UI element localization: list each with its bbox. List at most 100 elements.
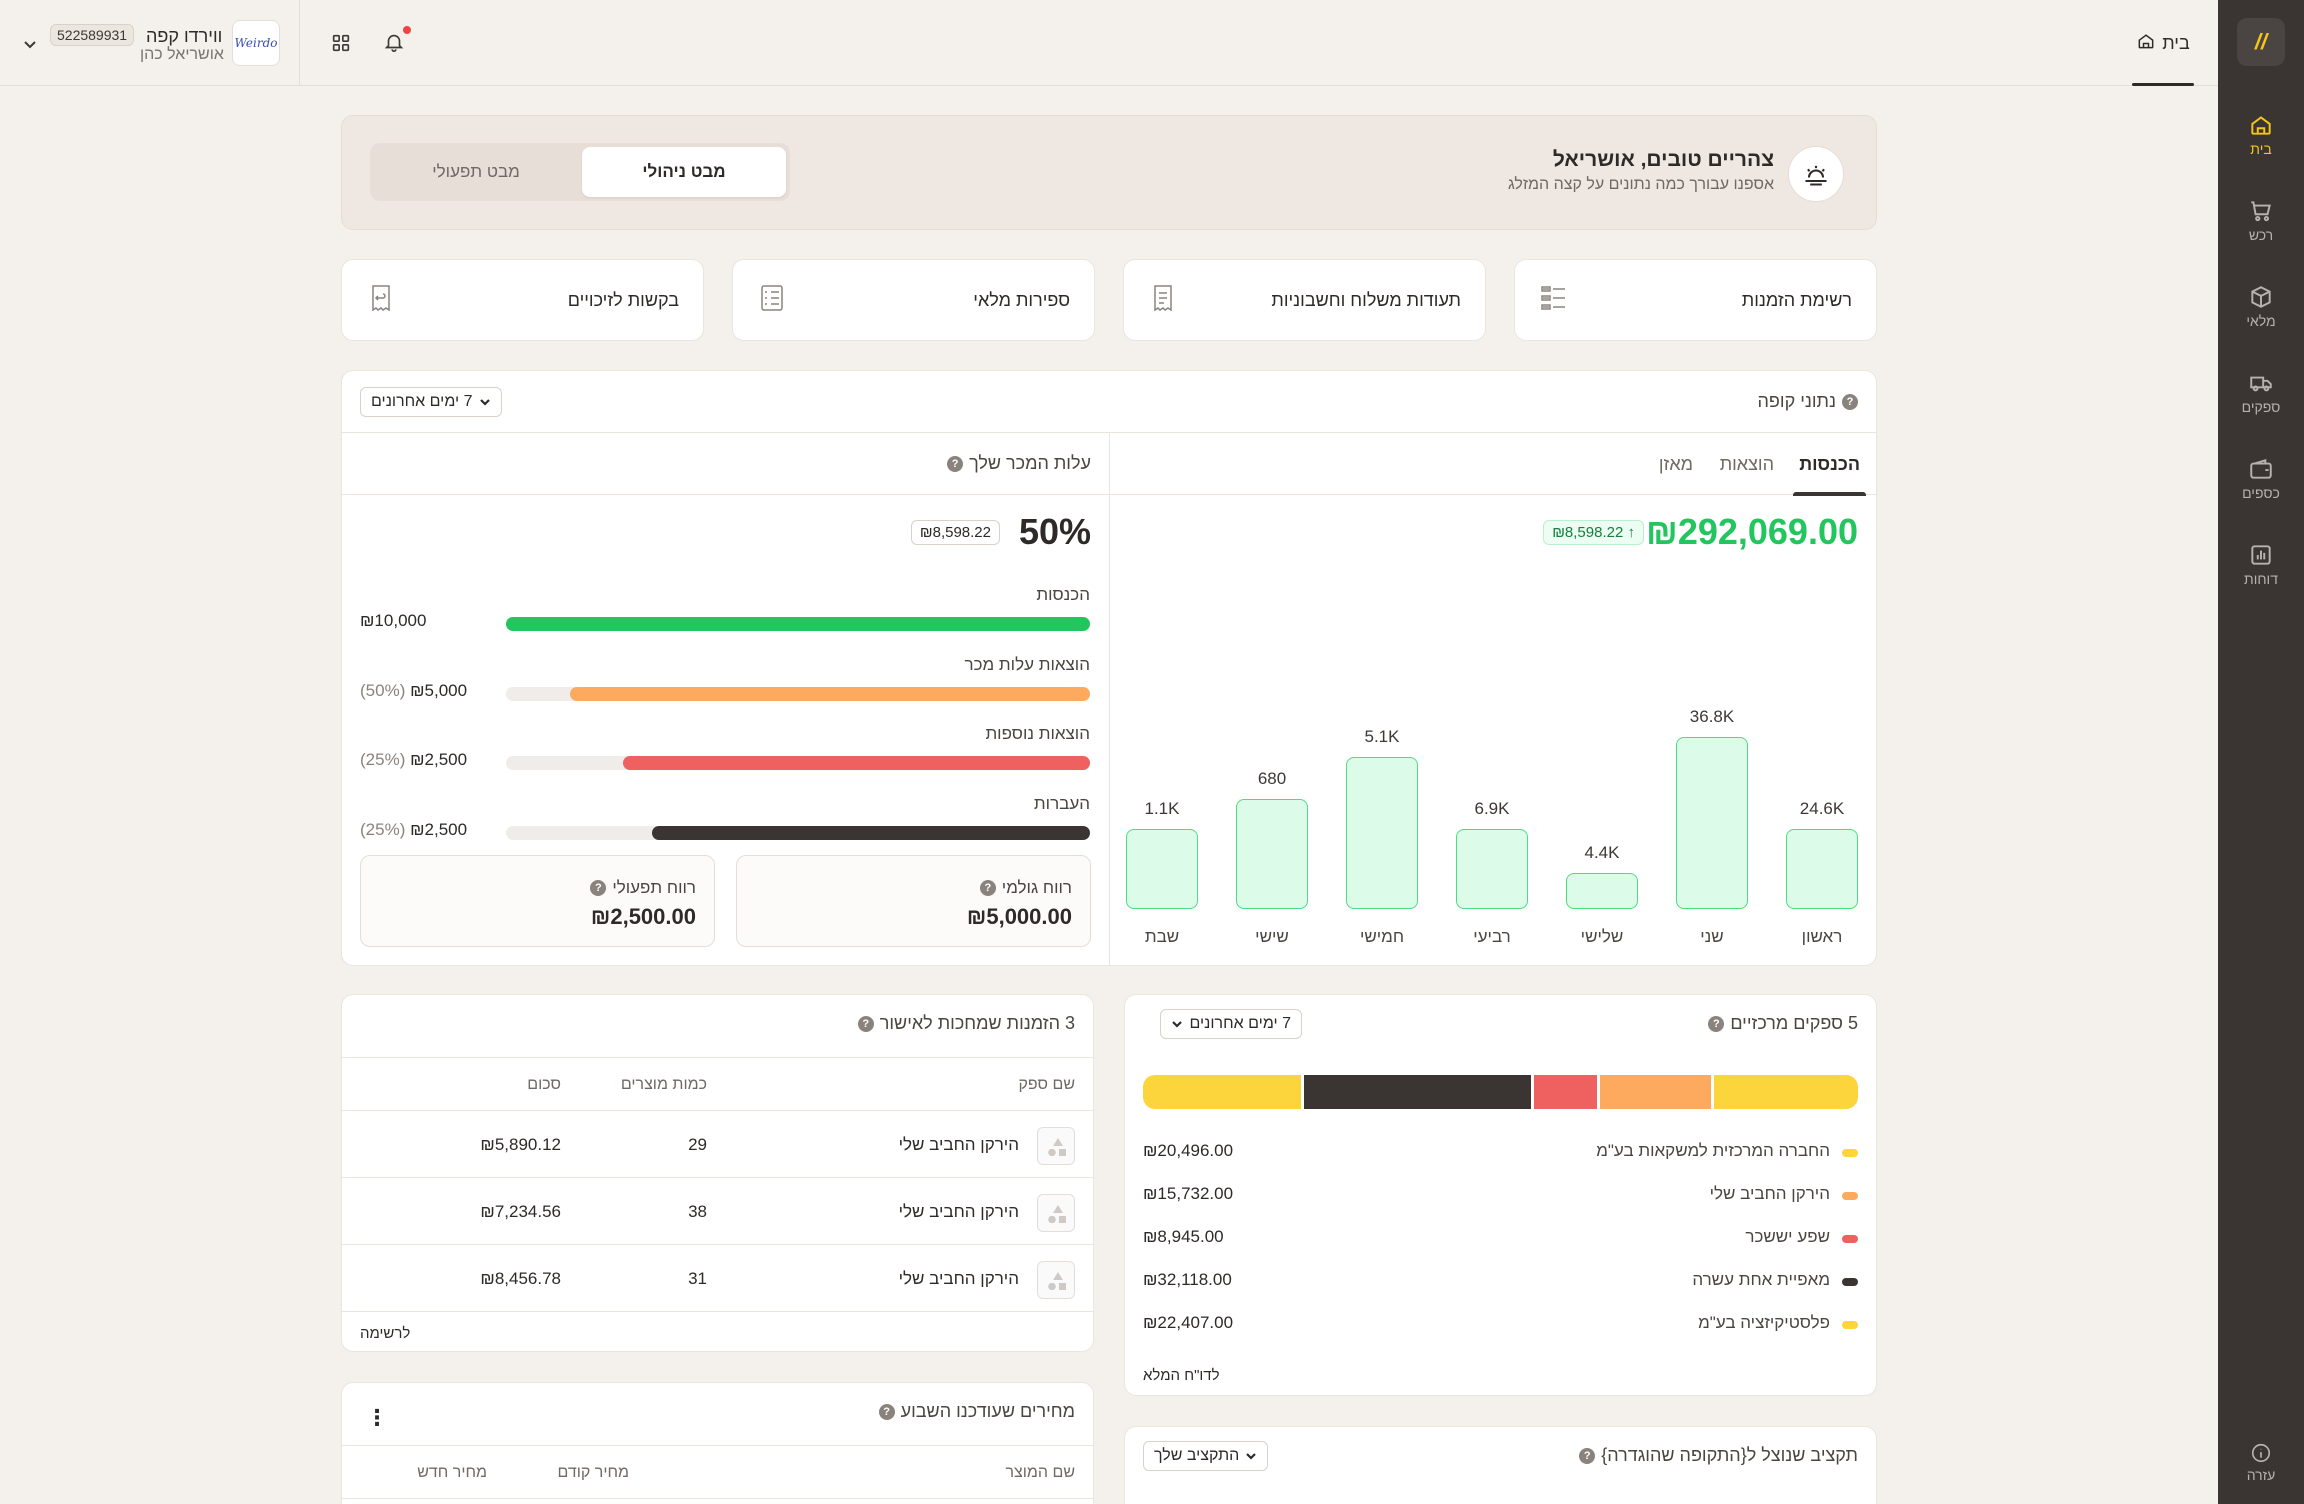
bell-icon[interactable]	[383, 31, 405, 58]
progress-row: הוצאות נוספות ₪2,500 (25%)	[360, 724, 1090, 774]
help-circle-icon[interactable]: ?	[1579, 1447, 1596, 1464]
tab-home-label: בית	[2162, 32, 2190, 53]
chevron-down-icon	[1246, 1453, 1257, 1460]
org-id-badge: 522589931	[50, 24, 135, 46]
list-item[interactable]: החברה המרכזית למשקאות בע"מ ₪20,496.00	[1143, 1139, 1858, 1167]
top-suppliers-card: 5 ספקים מרכזיים ? 7 ימים אחרונים החברה ה…	[1124, 994, 1877, 1396]
tab-balance[interactable]: מאזן	[1658, 453, 1693, 474]
full-report-link[interactable]: לדו"ח המלא	[1143, 1367, 1220, 1384]
tab-home[interactable]: בית	[2132, 0, 2194, 86]
operating-profit-value: ₪2,500.00	[590, 904, 696, 929]
rail-label: רכש	[2248, 227, 2274, 243]
greeting-subtitle: אספנו עבורך כמה נתונים על קצה המזלג	[1507, 176, 1774, 193]
view-mgmt-button[interactable]: מבט ניהולי	[582, 147, 786, 197]
progress-fill	[570, 687, 1090, 701]
card-header: ? נתוני קופה 7 ימים אחרונים	[342, 371, 1876, 433]
rail-item-help[interactable]: עזרה	[2218, 1442, 2304, 1483]
chevron-down-icon	[479, 399, 490, 406]
to-list-link[interactable]: לרשימה	[360, 1325, 411, 1342]
table-header: שם המוצר מחיר קודם מחיר חדש	[342, 1445, 1093, 1499]
supplier-segment[interactable]	[1304, 1075, 1531, 1109]
more-vertical-icon[interactable]: ⋮	[366, 1405, 388, 1430]
tab-income[interactable]: הכנסות	[1793, 433, 1866, 496]
income-bar-chart: 24.6K ראשון 36.8K שני 4.4K שלישי 6.9K רביעי 5.1K…	[1126, 541, 1858, 961]
rail-item-suppliers[interactable]: ספקים	[2218, 370, 2304, 415]
progress-track	[506, 687, 1090, 701]
help-circle-icon[interactable]: ?	[878, 1403, 895, 1420]
product-image-placeholder-icon	[1037, 1261, 1075, 1299]
table-header: שם ספק כמות מוצרים סכום	[342, 1057, 1093, 1111]
bar-category-label: שבת	[1144, 927, 1180, 946]
rail-item-finance[interactable]: כספים	[2218, 456, 2304, 501]
rail-item-inventory[interactable]: מלאי	[2218, 284, 2304, 329]
date-range-value: 7 ימים אחרונים	[1189, 1015, 1291, 1032]
help-circle-icon[interactable]: ?	[979, 880, 996, 896]
progress-row: הכנסות ₪10,000	[360, 585, 1090, 635]
chevron-down-icon	[1172, 1021, 1183, 1028]
col-product: שם המוצר	[1005, 1464, 1075, 1481]
bar[interactable]	[1566, 873, 1638, 909]
rail-item-reports[interactable]: דוחות	[2218, 542, 2304, 587]
table-row[interactable]: הירקן החביב שלי 31 ₪8,456.78	[342, 1245, 1093, 1312]
table-row[interactable]: הירקן החביב שלי 38 ₪7,234.56	[342, 1178, 1093, 1245]
cell-supplier: הירקן החביב שלי	[898, 1269, 1019, 1288]
budget-select[interactable]: התקציב שלך	[1143, 1441, 1269, 1471]
chevron-down-icon[interactable]	[22, 36, 38, 57]
date-range-value: 7 ימים אחרונים	[371, 393, 473, 410]
supplier-segment[interactable]	[1599, 1075, 1711, 1109]
cogs-percent: 50%	[1018, 511, 1091, 552]
org-switcher[interactable]: Weirdo ווירדו קפה 522589931 אושריאל כהן	[0, 0, 300, 86]
help-circle-icon[interactable]: ?	[590, 880, 607, 896]
operating-profit-box: רווח תפעולי? ₪2,500.00	[360, 855, 715, 947]
list-icon	[1539, 283, 1569, 318]
view-ops-button[interactable]: מבט תפעולי	[432, 162, 520, 181]
col-supplier: שם ספק	[1018, 1076, 1075, 1093]
bar[interactable]	[1676, 737, 1748, 909]
bar-column: 5.1K חמישי	[1346, 541, 1418, 961]
quick-link-delivery-notes[interactable]: תעודות משלוח וחשבוניות	[1123, 259, 1486, 341]
help-circle-icon[interactable]: ?	[1842, 393, 1858, 410]
rail-item-home[interactable]: בית	[2218, 112, 2304, 157]
quick-link-stocktake[interactable]: ספירות מלאי	[732, 259, 1095, 341]
bar[interactable]	[1786, 829, 1858, 909]
supplier-segment[interactable]	[1143, 1075, 1302, 1109]
bar-category-label: שישי	[1255, 927, 1289, 946]
app-logo[interactable]: //	[2237, 18, 2285, 66]
progress-fill	[622, 756, 1090, 770]
bar[interactable]	[1346, 757, 1418, 909]
help-circle-icon[interactable]: ?	[947, 455, 964, 472]
view-toggle: מבט ניהולי מבט תפעולי	[370, 143, 790, 201]
bar-value-label: 6.9K	[1474, 799, 1510, 818]
date-range-select[interactable]: 7 ימים אחרונים	[1160, 1009, 1302, 1039]
supplier-amount: ₪22,407.00	[1143, 1313, 1234, 1332]
top-bar: בית Weirdo ווירדו קפה 522589931 אושריאל …	[0, 0, 2218, 86]
bar[interactable]	[1126, 829, 1198, 909]
list-item[interactable]: פלסטיקיזציה בע"מ ₪22,407.00	[1143, 1311, 1858, 1339]
bar-value-label: 5.1K	[1364, 727, 1400, 746]
list-item[interactable]: מאפיית אחת עשרה ₪32,118.00	[1143, 1268, 1858, 1296]
table-row[interactable]: הירקן החביב שלי 29 ₪5,890.12	[342, 1111, 1093, 1178]
date-range-select[interactable]: 7 ימים אחרונים	[360, 387, 502, 417]
cell-qty: 29	[688, 1135, 707, 1154]
help-circle-icon[interactable]: ?	[1708, 1015, 1725, 1032]
cash-tabs: הכנסות הוצאות מאזן	[1108, 433, 1876, 496]
supplier-segment[interactable]	[1533, 1075, 1597, 1109]
list-item[interactable]: הירקן החביב שלי ₪15,732.00	[1143, 1182, 1858, 1210]
rail-item-purchasing[interactable]: רכש	[2218, 198, 2304, 243]
quick-link-credit-requests[interactable]: בקשות לזיכויים	[341, 259, 704, 341]
cogs-title-text: עלות המכר שלך	[969, 453, 1091, 473]
income-total: ₪292,069.00	[1646, 511, 1858, 552]
quick-link-orders[interactable]: רשימת הזמנות	[1514, 259, 1877, 341]
tab-expenses[interactable]: הוצאות	[1719, 453, 1774, 474]
bar[interactable]	[1456, 829, 1528, 909]
bar[interactable]	[1236, 799, 1308, 909]
help-circle-icon[interactable]: ?	[857, 1015, 874, 1032]
list-item[interactable]: שפע יששכר ₪8,945.00	[1143, 1225, 1858, 1253]
cogs-title: עלות המכר שלך ?	[947, 453, 1091, 474]
apps-grid-icon[interactable]	[330, 32, 352, 59]
progress-label: הכנסות	[1036, 585, 1090, 604]
rail-label: עזרה	[2246, 1467, 2276, 1483]
col-prev-price: מחיר קודם	[557, 1464, 629, 1481]
legend-swatch	[1842, 1278, 1858, 1286]
supplier-segment[interactable]	[1713, 1075, 1858, 1109]
